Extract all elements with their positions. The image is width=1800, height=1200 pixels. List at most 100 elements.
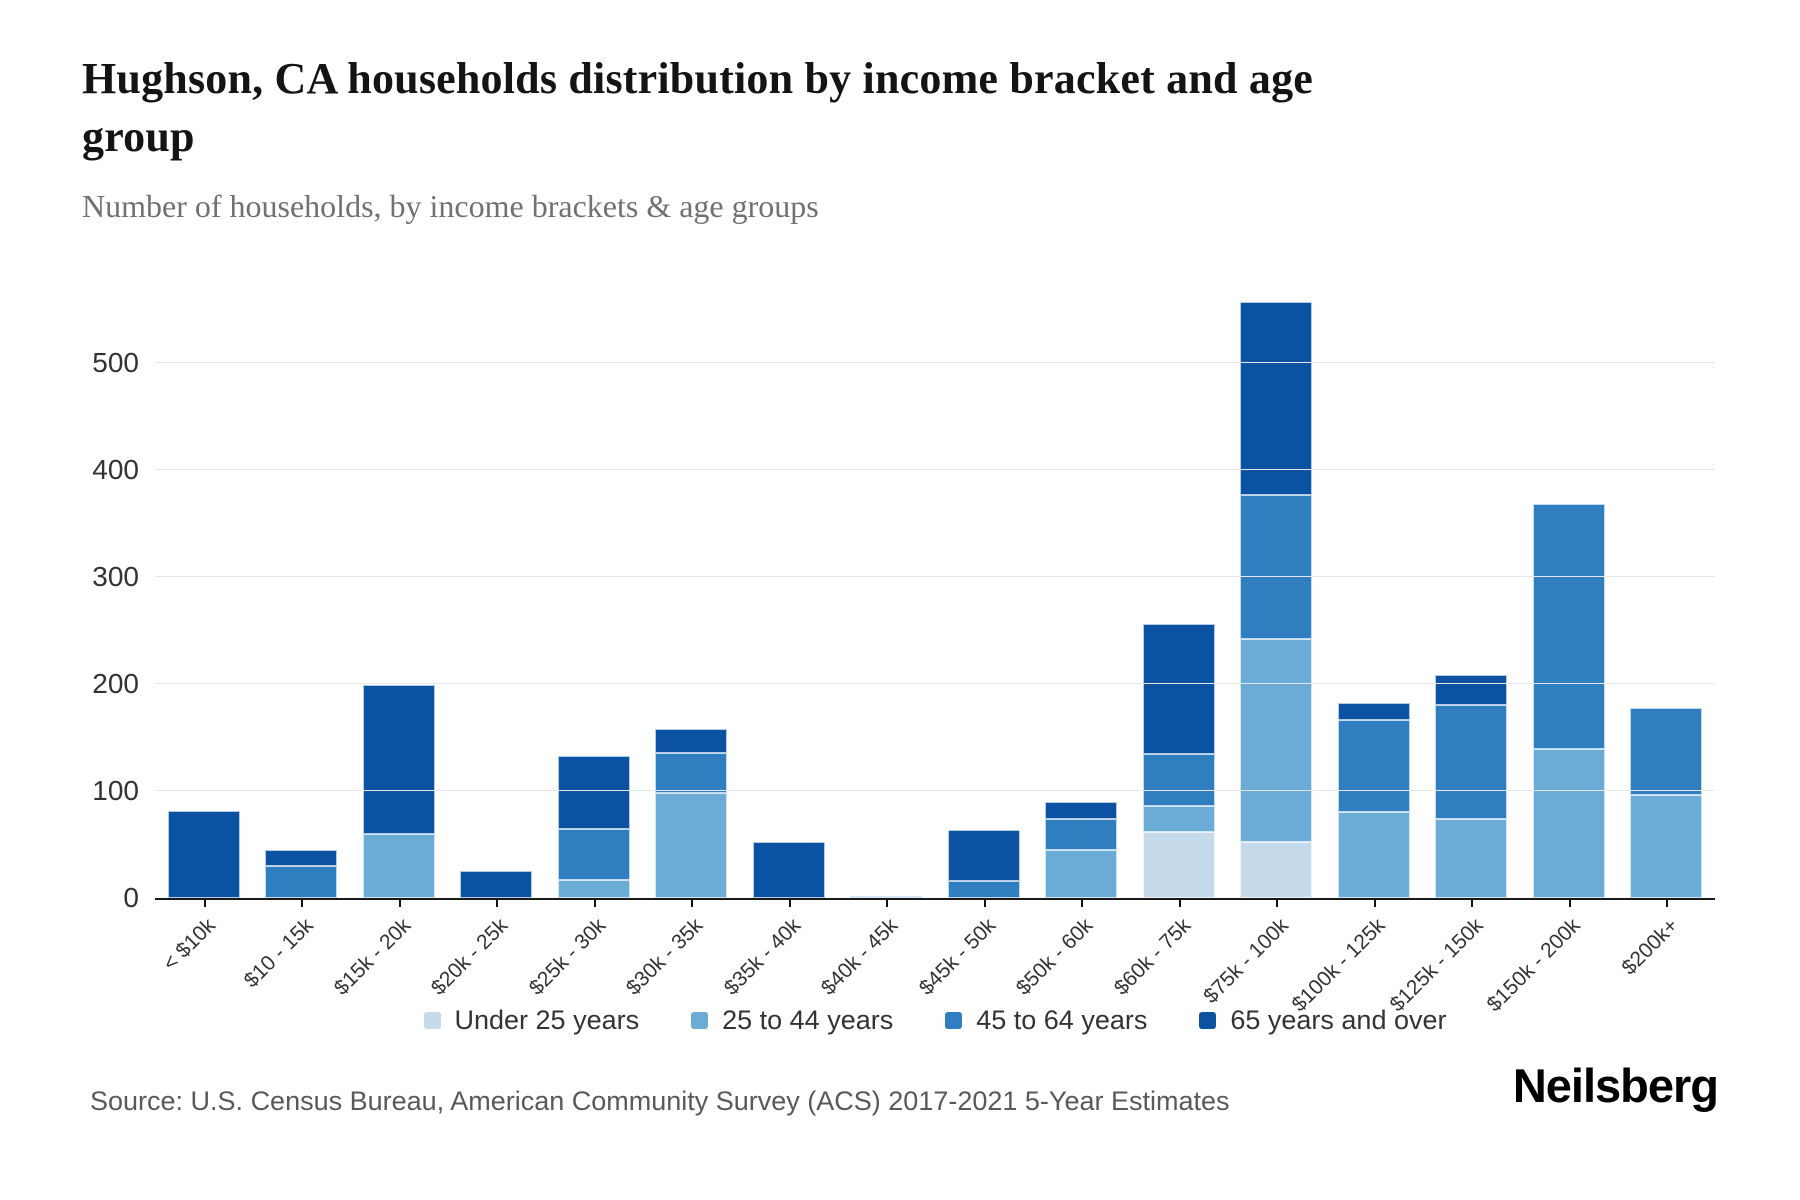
bar-segment[interactable] — [1142, 624, 1215, 754]
bar-segment[interactable] — [1337, 812, 1410, 898]
bar-group — [167, 811, 240, 898]
legend-swatch-icon — [1199, 1012, 1217, 1029]
x-axis-tick — [593, 900, 596, 907]
bar-slot-11: $60k - 75k — [1109, 255, 1228, 1000]
bar-segment[interactable] — [1142, 832, 1215, 898]
bar-segment[interactable] — [265, 850, 338, 866]
bar-segment[interactable] — [557, 829, 630, 880]
x-axis-tick-label: $20k - 25k — [426, 914, 513, 1000]
legend-item[interactable]: 65 years and over — [1199, 1005, 1447, 1036]
bar-segment[interactable] — [1337, 703, 1410, 720]
x-axis-tick — [1666, 900, 1669, 907]
bar-segment[interactable] — [1045, 802, 1118, 819]
x-axis-tick-label: < $10k — [158, 914, 221, 976]
legend-swatch-icon — [691, 1012, 709, 1029]
bar-segment[interactable] — [1045, 819, 1118, 850]
bar-segment[interactable] — [1630, 708, 1703, 795]
legend-item[interactable]: 45 to 64 years — [945, 1005, 1147, 1036]
bar-segment[interactable] — [557, 880, 630, 898]
bar-segment[interactable] — [167, 811, 240, 898]
bar-group — [362, 685, 435, 898]
bar-segment[interactable] — [752, 842, 825, 898]
bar-slot-10: $50k - 60k — [1012, 255, 1131, 1000]
bar-slot-3: $15k - 20k — [329, 255, 448, 1000]
x-axis-tick-label: $45k - 50k — [914, 914, 1001, 1000]
bar-segment[interactable] — [1240, 842, 1313, 898]
bar-segment[interactable] — [655, 793, 728, 898]
bar-slot-1: < $10k — [155, 255, 253, 975]
bar-slot-5: $25k - 30k — [524, 255, 643, 1000]
bar-segment[interactable] — [1142, 806, 1215, 832]
bar-segment[interactable] — [1142, 754, 1215, 806]
x-axis-tick — [203, 900, 206, 907]
bar-segment[interactable] — [655, 729, 728, 753]
bar-segment[interactable] — [1240, 302, 1313, 495]
x-axis-tick-label: $40k - 45k — [816, 914, 903, 1000]
bar-slot-2: $10 - 15k — [239, 255, 351, 992]
bar-segment[interactable] — [460, 871, 533, 898]
x-axis-tick-label: $15k - 20k — [329, 914, 416, 1000]
bar-group — [1337, 703, 1410, 898]
x-axis-tick-label: $50k - 60k — [1011, 914, 1098, 1000]
x-axis-tick-label: $150k - 200k — [1482, 914, 1586, 1017]
x-axis-tick-label: $35k - 40k — [719, 914, 806, 1000]
bar-group — [752, 842, 825, 898]
bar-segment[interactable] — [1532, 749, 1605, 898]
x-axis-tick-label: $100k - 125k — [1287, 914, 1391, 1017]
bar-slot-15: $150k - 200k — [1483, 255, 1618, 1016]
bar-segment[interactable] — [1045, 850, 1118, 898]
bar-group — [265, 850, 338, 898]
bar-segment[interactable] — [947, 830, 1020, 881]
x-axis-tick — [886, 900, 889, 907]
bar-segment[interactable] — [947, 881, 1020, 898]
bar-segment[interactable] — [1240, 639, 1313, 842]
header: Hughson, CA households distribution by i… — [82, 50, 1482, 225]
bar-segment[interactable] — [1435, 675, 1508, 705]
legend-swatch-icon — [945, 1012, 963, 1029]
bar-segment[interactable] — [362, 685, 435, 834]
y-axis-tick-label: 500 — [92, 347, 139, 379]
x-axis-tick-label: $75k - 100k — [1198, 914, 1293, 1008]
bar-slot-9: $45k - 50k — [914, 255, 1033, 1000]
bar-segment[interactable] — [850, 896, 923, 898]
plot-area: < $10k $10 - 15k $15k - 20k $20k - 25k $25k … — [155, 255, 1715, 1016]
legend: Under 25 years 25 to 44 years 45 to 64 yea… — [155, 1005, 1715, 1036]
x-axis-tick — [301, 900, 304, 907]
bar-slot-12: $75k - 100k — [1199, 255, 1326, 1008]
x-axis-tick-label: $125k - 150k — [1385, 914, 1488, 1017]
legend-item[interactable]: 25 to 44 years — [691, 1005, 893, 1036]
page-title: Hughson, CA households distribution by i… — [82, 54, 1314, 162]
y-axis-tick-label: 200 — [92, 668, 139, 700]
x-axis-tick — [398, 900, 401, 907]
bar-segment[interactable] — [557, 756, 630, 829]
legend-label: Under 25 years — [454, 1005, 640, 1035]
bar-segment[interactable] — [655, 753, 728, 793]
bar-segment[interactable] — [1532, 504, 1605, 749]
bar-group — [655, 729, 728, 898]
x-axis-tick — [1081, 900, 1084, 907]
y-axis-tick-label: 0 — [123, 882, 139, 913]
y-gridline — [155, 683, 1715, 685]
y-axis-tick-label: 100 — [92, 775, 139, 807]
bar-segment[interactable] — [1240, 495, 1313, 639]
bar-segment[interactable] — [1435, 705, 1508, 819]
bar-segment[interactable] — [265, 866, 338, 898]
bar-segment[interactable] — [1435, 819, 1508, 898]
bar-segment[interactable] — [1630, 795, 1703, 898]
source-text: Source: U.S. Census Bureau, American Com… — [90, 1086, 1230, 1116]
bar-segment[interactable] — [1337, 720, 1410, 812]
y-gridline — [155, 576, 1715, 578]
bar-group — [1240, 302, 1313, 898]
bar-slot-14: $125k - 150k — [1385, 255, 1521, 1016]
bar-slot-7: $35k - 40k — [719, 255, 838, 1000]
y-axis-tick-label: 400 — [92, 454, 139, 486]
y-axis-tick-label: 300 — [92, 561, 139, 593]
legend-label: 65 years and over — [1230, 1005, 1447, 1035]
brand-logo: Neilsberg — [1512, 1059, 1719, 1112]
bar-segment[interactable] — [362, 834, 435, 898]
legend-item[interactable]: Under 25 years — [423, 1005, 640, 1036]
x-axis-tick — [1568, 900, 1571, 907]
legend-swatch-icon — [423, 1012, 441, 1029]
x-axis-tick — [691, 900, 694, 907]
